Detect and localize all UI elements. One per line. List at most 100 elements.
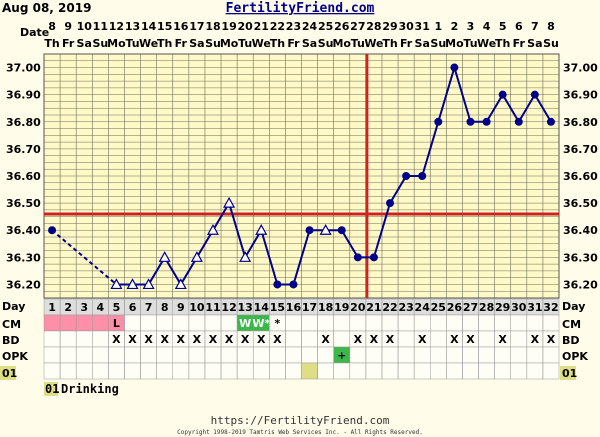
weekday-label: Fr — [400, 37, 413, 50]
row-opk-value: + — [337, 349, 346, 362]
temp-point-triangle — [223, 196, 236, 208]
series-line-segment — [501, 94, 520, 123]
y-tick-label-left: 36.50 — [6, 197, 41, 210]
weekday-label: Tu — [238, 37, 252, 50]
row-days-value: 13 — [238, 301, 253, 314]
weekday-label: Mo — [220, 37, 239, 50]
row-days-value: 4 — [97, 301, 105, 314]
y-tick-label-left: 36.60 — [6, 170, 41, 183]
date-label: 29 — [382, 20, 397, 33]
date-label: 1 — [434, 20, 442, 33]
date-label: 31 — [415, 20, 430, 33]
custom-row-badge-right — [560, 366, 576, 380]
bd-row-label-right: BD — [562, 334, 580, 347]
temp-point-circle — [482, 117, 491, 126]
series-line-segment — [421, 121, 440, 177]
footer-copyright: Copyright 1998-2019 Tamtris Web Services… — [177, 429, 423, 436]
row-days-value: 31 — [527, 301, 542, 314]
temp-point-circle — [450, 63, 459, 72]
date-label: 8 — [547, 20, 555, 33]
temp-point-circle — [530, 90, 539, 99]
row-days-value: 19 — [334, 301, 349, 314]
date-label: 22 — [270, 20, 285, 33]
row-days-value: 22 — [382, 301, 397, 314]
weekday-label: Sa — [415, 37, 430, 50]
note-code-badge — [44, 382, 58, 396]
y-tick-label-left: 36.80 — [6, 116, 41, 129]
custom-row-label-right: 01 — [562, 367, 577, 380]
y-tick-label-right: 37.00 — [563, 62, 598, 75]
row-days-value: 26 — [447, 301, 463, 314]
opk-row-label-right: OPK — [562, 350, 588, 363]
date-label: 8 — [48, 20, 56, 33]
note-code: 01 — [45, 382, 59, 396]
temp-point-circle — [434, 117, 443, 126]
row-bd-value: X — [225, 333, 234, 346]
row-bd-value: X — [386, 333, 395, 346]
weekday-label: We — [477, 37, 496, 50]
weekday-label: Sa — [302, 37, 317, 50]
weekday-label: Fr — [62, 37, 75, 50]
date-header-row: 8Th9Fr10Sa11Su12Mo13Tu14We15Th16Fr17Sa18… — [44, 20, 558, 50]
temp-point-circle — [546, 117, 555, 126]
row-custom01-cell — [301, 362, 318, 380]
row-days-value: 12 — [221, 301, 236, 314]
row-cm-cell — [75, 314, 93, 332]
row-days-value: 3 — [80, 301, 88, 314]
date-label: 7 — [531, 20, 539, 33]
y-tick-label-right: 36.90 — [563, 89, 598, 102]
y-tick-label-right: 36.30 — [563, 251, 598, 264]
custom-row-badge-left — [0, 366, 16, 380]
series-line-segment — [228, 202, 247, 258]
weekday-label: Fr — [513, 37, 526, 50]
temp-point-circle — [514, 117, 523, 126]
weekday-label: Th — [495, 37, 510, 50]
date-label: 14 — [141, 20, 157, 33]
temp-point-triangle — [319, 223, 332, 235]
date-label: 18 — [205, 20, 220, 33]
fertility-sign-rows: 1 2 3 4 5 6 7 8 9 10 11 12 13 14 15 16 17 18 19 20 21 22 23 24 2… — [43, 298, 560, 380]
temp-point-triangle — [255, 223, 268, 235]
temp-point-circle — [353, 253, 362, 262]
date-label: 21 — [254, 20, 269, 33]
row-bd-value: X — [450, 333, 459, 346]
footer-url[interactable]: https://FertilityFriend.com — [211, 414, 390, 427]
y-axis-ticks: 37.00 37.00 36.90 36.90 36.80 36.80 36.70 36.70… — [6, 62, 598, 292]
day-row-label-left: Day — [2, 300, 25, 313]
weekday-label: Mo — [445, 37, 464, 50]
row-bd-value: X — [321, 333, 330, 346]
row-bd-value: X — [498, 333, 507, 346]
row-bd-value: X — [209, 333, 218, 346]
weekday-label: Mo — [332, 37, 351, 50]
weekday-label: Sa — [189, 37, 204, 50]
series-line-segment — [437, 67, 456, 123]
row-bd-value: X — [273, 333, 282, 346]
temp-point-circle — [498, 90, 507, 99]
row-bd-value: X — [354, 333, 363, 346]
date-label: 10 — [77, 20, 93, 33]
site-link[interactable]: FertilityFriend.com — [226, 1, 375, 16]
row-days-value: 29 — [495, 301, 510, 314]
row-days-value: 11 — [205, 301, 220, 314]
date-label: 5 — [499, 20, 507, 33]
date-label: 4 — [483, 20, 491, 33]
weekday-label: Tu — [125, 37, 139, 50]
temp-point-circle — [418, 172, 427, 180]
temp-point-triangle — [239, 251, 252, 262]
date-label: 3 — [467, 20, 475, 33]
weekday-label: We — [139, 37, 158, 50]
row-days-value: 28 — [479, 301, 494, 314]
temp-point-circle — [466, 117, 475, 126]
y-tick-label-right: 36.80 — [563, 116, 598, 129]
custom-row-label-left: 01 — [2, 367, 17, 380]
row-cm-value: W — [239, 317, 251, 330]
row-days-value: 17 — [302, 301, 317, 314]
row-days-value: 6 — [129, 301, 137, 314]
temp-point-triangle — [174, 278, 187, 290]
series-line-segment — [292, 229, 311, 285]
row-days-value: 8 — [161, 301, 169, 314]
y-tick-label-left: 36.70 — [6, 143, 41, 156]
date-label: 23 — [286, 20, 301, 33]
temp-point-triangle — [126, 278, 139, 290]
